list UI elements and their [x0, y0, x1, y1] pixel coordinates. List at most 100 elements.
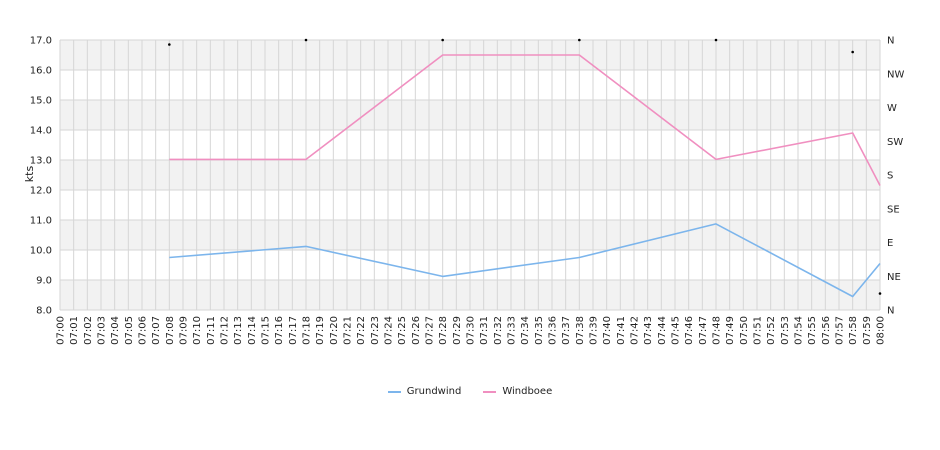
- x-tick-label: 07:52: [766, 316, 777, 345]
- x-tick-label: 07:02: [83, 316, 94, 345]
- x-tick-label: 07:20: [329, 316, 340, 345]
- x-tick-label: 07:28: [438, 316, 449, 345]
- direction-marker: [441, 38, 444, 42]
- x-tick-label: 07:08: [165, 316, 176, 345]
- x-tick-label: 07:00: [56, 316, 67, 345]
- x-tick-label: 07:44: [657, 316, 668, 345]
- x-tick-label: 07:21: [343, 316, 354, 345]
- x-tick-label: 07:22: [356, 316, 367, 345]
- y-axis-ticks: 8.0 9.0 10.0 11.0 12.0 13.0 14.0 15.0 16.0 17.0: [30, 36, 52, 317]
- x-tick-label: 07:37: [561, 316, 572, 345]
- x-tick-label: 07:48: [712, 316, 723, 345]
- y-tick-label: 9.0: [36, 276, 52, 287]
- x-tick-label: 07:45: [671, 316, 682, 345]
- legend-label-windboee: Windboee: [502, 386, 553, 397]
- y2-tick-label: E: [887, 238, 893, 249]
- x-tick-label: 07:55: [807, 316, 818, 345]
- y2-tick-label: SW: [887, 137, 903, 148]
- x-tick-label: 07:51: [753, 316, 764, 345]
- x-tick-label: 07:46: [684, 316, 695, 345]
- y-tick-label: 16.0: [30, 66, 52, 77]
- direction-markers: [168, 38, 882, 295]
- legend-item-windboee[interactable]: Windboee: [483, 386, 552, 397]
- y2-axis-ticks: N NE E SE S SW W NW N: [887, 36, 904, 317]
- y2-tick-label: S: [887, 171, 893, 182]
- y2-tick-label: NW: [887, 69, 904, 80]
- x-tick-label: 07:40: [602, 316, 613, 345]
- y2-tick-label: NE: [887, 272, 901, 283]
- series-line-grundwind: [169, 223, 881, 298]
- y2-tick-label: SE: [887, 204, 900, 215]
- x-tick-label: 07:39: [589, 316, 600, 345]
- x-tick-label: 07:18: [302, 316, 313, 345]
- x-tick-label: 07:16: [274, 316, 285, 345]
- x-tick-label: 07:58: [848, 316, 859, 345]
- x-tick-label: 07:31: [479, 316, 490, 345]
- x-axis-ticks: 07:00 07:01 07:02 07:03 07:04 07:05 07:06 07:07…: [56, 316, 887, 345]
- y-tick-label: 12.0: [30, 186, 52, 197]
- x-tick-label: 07:35: [534, 316, 545, 345]
- x-tick-label: 07:29: [452, 316, 463, 345]
- x-tick-label: 07:53: [780, 316, 791, 345]
- x-gridlines: [59, 40, 881, 310]
- x-tick-label: 07:50: [739, 316, 750, 345]
- x-tick-label: 07:04: [110, 316, 121, 345]
- y2-tick-label: N: [887, 306, 894, 317]
- y-tick-label: 15.0: [30, 96, 52, 107]
- x-tick-label: 07:14: [247, 316, 258, 345]
- direction-marker: [168, 43, 171, 46]
- x-tick-label: 07:03: [97, 316, 108, 345]
- direction-marker: [578, 38, 581, 42]
- x-tick-label: 07:30: [466, 316, 477, 345]
- x-tick-label: 07:47: [698, 316, 709, 345]
- y-tick-label: 13.0: [30, 156, 52, 167]
- y2-tick-label: W: [887, 103, 897, 114]
- y-tick-label: 8.0: [36, 306, 52, 317]
- x-tick-label: 07:24: [384, 316, 395, 345]
- y-gridlines: [60, 39, 880, 311]
- y-tick-label: 11.0: [30, 216, 52, 227]
- y2-tick-label: N: [887, 36, 894, 47]
- direction-marker: [714, 38, 718, 42]
- x-tick-label: 07:11: [206, 316, 217, 345]
- direction-marker: [878, 292, 882, 295]
- legend-swatch-windboee: [483, 390, 497, 393]
- legend-item-grundwind[interactable]: Grundwind: [387, 386, 462, 397]
- y-tick-label: 14.0: [30, 126, 52, 137]
- y-tick-label: 17.0: [30, 36, 52, 47]
- x-tick-label: 07:07: [151, 316, 162, 345]
- x-tick-label: 07:06: [138, 316, 149, 345]
- x-tick-label: 07:15: [261, 316, 272, 345]
- legend: Grundwind Windboee: [0, 386, 940, 397]
- x-tick-label: 07:25: [397, 316, 408, 345]
- x-tick-label: 07:12: [220, 316, 231, 345]
- x-tick-label: 07:19: [315, 316, 326, 345]
- legend-label-grundwind: Grundwind: [406, 386, 462, 397]
- x-tick-label: 07:32: [493, 316, 504, 345]
- x-tick-label: 07:27: [425, 316, 436, 345]
- x-tick-label: 07:43: [643, 316, 654, 345]
- y-tick-label: 10.0: [30, 246, 52, 257]
- x-tick-label: 07:23: [370, 316, 381, 345]
- x-tick-label: 07:36: [548, 316, 559, 345]
- x-tick-label: 07:38: [575, 316, 586, 345]
- y-axis-label: kts: [23, 166, 36, 183]
- x-tick-label: 08:00: [876, 316, 887, 345]
- x-tick-label: 07:05: [124, 316, 135, 345]
- x-tick-label: 07:57: [835, 316, 846, 345]
- x-tick-label: 07:59: [862, 316, 873, 345]
- x-tick-label: 07:09: [179, 316, 190, 345]
- x-tick-label: 07:34: [520, 316, 531, 345]
- x-tick-label: 07:42: [630, 316, 641, 345]
- x-tick-label: 07:33: [507, 316, 518, 345]
- x-tick-label: 07:56: [821, 316, 832, 345]
- series-lines: [169, 54, 881, 298]
- series-line-windboee: [169, 54, 881, 186]
- x-tick-label: 07:01: [69, 316, 80, 345]
- x-tick-label: 07:49: [725, 316, 736, 345]
- x-tick-label: 07:41: [616, 316, 627, 345]
- x-tick-label: 07:10: [192, 316, 203, 345]
- x-tick-label: 07:17: [288, 316, 299, 345]
- x-tick-label: 07:13: [233, 316, 244, 345]
